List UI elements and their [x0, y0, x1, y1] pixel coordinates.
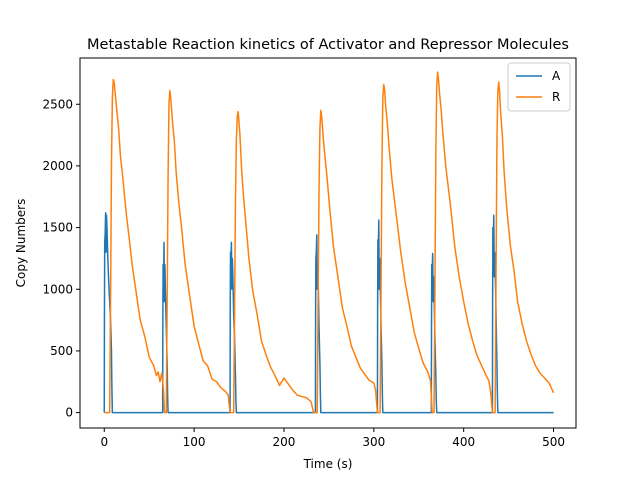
x-tick-label: 100 — [183, 435, 206, 449]
x-tick-label: 500 — [542, 435, 565, 449]
legend: AR — [507, 62, 571, 112]
plot-background — [80, 58, 576, 428]
chart-title: Metastable Reaction kinetics of Activato… — [87, 37, 569, 53]
y-tick-label: 1500 — [42, 221, 73, 235]
plot-area — [79, 57, 577, 429]
x-tick-label: 0 — [100, 435, 108, 449]
legend-box — [507, 62, 571, 112]
plot-frame — [79, 57, 577, 429]
series-line-a — [103, 212, 554, 414]
x-tick-label: 300 — [362, 435, 385, 449]
y-tick-label: 2500 — [42, 97, 73, 111]
x-tick-label: 400 — [452, 435, 475, 449]
y-tick-label: 2000 — [42, 159, 73, 173]
y-tick-label: 0 — [65, 406, 73, 420]
legend-label-a: A — [552, 69, 561, 83]
x-axis-title: Time (s) — [303, 457, 353, 471]
y-axis: 0 500 1000 1500 2000 2500 — [42, 97, 80, 420]
x-axis: 0 100 200 300 400 500 — [100, 428, 565, 449]
series-line-r — [104, 71, 555, 414]
y-axis-title: Copy Numbers — [14, 199, 28, 288]
series-lines — [103, 71, 555, 414]
y-tick-label: 1000 — [42, 282, 73, 296]
legend-label-r: R — [552, 90, 560, 104]
y-tick-label: 500 — [50, 344, 73, 358]
x-tick-label: 200 — [273, 435, 296, 449]
